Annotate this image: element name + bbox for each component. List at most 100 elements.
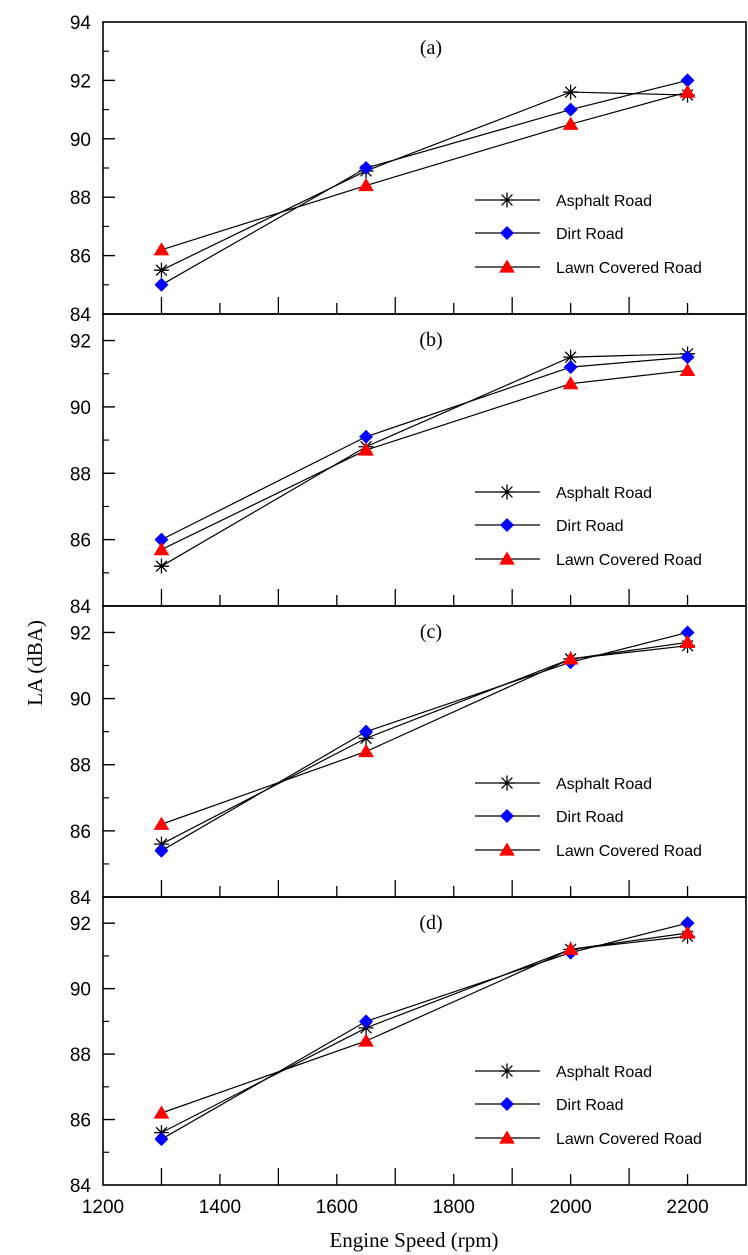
data-point-triangle [153,542,170,556]
y-tick-label: 84 [70,597,92,618]
panel-label: (a) [420,37,442,59]
y-tick-label: 84 [70,305,92,326]
y-tick-label: 84 [70,1176,92,1197]
data-point-diamond [680,625,695,640]
y-tick-label: 84 [70,888,92,909]
y-tick-label: 90 [70,980,91,1001]
panel-b: 84 86 88 90 92 (b) Asphalt Road Dirt Road Lawn C… [70,313,747,618]
data-point-diamond [154,1132,169,1147]
legend-label: Asphalt Road [556,776,652,793]
series-line-diamond [161,631,688,852]
x-axis-title: Engine Speed (rpm) [329,1228,498,1252]
data-point-diamond [359,161,374,175]
x-tick-label: 1400 [199,1197,241,1218]
data-point-diamond [680,350,695,365]
legend-label: Dirt Road [556,226,624,243]
y-tick-label: 92 [70,623,91,644]
x-tick-label: 1800 [433,1197,475,1218]
data-point-diamond [680,916,695,931]
y-tick-label: 88 [70,1045,91,1066]
y-tick-label: 88 [70,464,91,485]
legend-marker-star [499,192,515,208]
data-point-diamond [680,73,695,88]
y-tick-label: 92 [70,71,91,92]
data-point-diamond [359,429,374,444]
y-tick-label: 88 [70,188,91,209]
data-point-diamond [359,1014,374,1029]
data-point-triangle [679,84,696,98]
data-point-triangle [562,376,579,390]
series-line-diamond [161,356,688,541]
panel-label: (b) [419,329,442,351]
series-line-triangle [161,91,688,251]
legend-marker-triangle [499,259,515,273]
y-tick-label: 90 [70,690,91,711]
data-point-diamond [154,277,169,292]
x-tick-label: 1600 [316,1197,358,1218]
legend-label: Lawn Covered Road [556,843,702,860]
data-point-triangle [153,1105,170,1119]
panel-d: 84 86 88 90 92 1200 1400 1600 1800 2000 2200 (d) Asp… [70,896,747,1218]
data-point-triangle [358,442,374,456]
data-point-diamond [563,360,578,375]
y-tick-label: 86 [70,247,91,268]
legend-marker-diamond [500,809,514,823]
data-point-star [563,84,579,100]
x-tick-label: 1200 [82,1197,124,1218]
legend-marker-star [499,775,515,791]
legend-label: Lawn Covered Road [556,1131,702,1148]
data-point-diamond [359,724,374,739]
y-tick-label: 86 [70,822,91,843]
legend-marker-triangle [499,551,515,565]
y-tick-label: 88 [70,756,91,777]
legend-label: Asphalt Road [556,1064,652,1081]
y-tick-label: 90 [70,398,91,419]
legend-label: Asphalt Road [556,193,652,210]
series-line-diamond [161,79,688,286]
legend-label: Asphalt Road [556,485,652,502]
series-line-triangle [161,369,688,551]
plot-frame [102,896,747,1186]
series-line-diamond [161,922,688,1140]
y-tick-label: 94 [70,13,92,34]
data-point-triangle [358,1033,374,1047]
data-point-triangle [562,116,579,130]
legend-marker-diamond [500,226,514,240]
legend-marker-diamond [500,1097,514,1111]
data-point-triangle [153,816,170,830]
series-line-triangle [161,932,688,1114]
data-point-triangle [679,925,696,939]
legend-marker-star [499,1063,515,1079]
series-line-star [161,91,688,271]
panel-c: 84 86 88 90 92 (c) Asphalt Road Dirt Road Lawn C… [70,605,747,909]
legend-label: Lawn Covered Road [556,260,702,277]
data-point-star [153,262,169,278]
data-point-diamond [154,532,169,547]
legend-label: Dirt Road [556,1097,624,1114]
data-point-star [563,349,579,365]
legend-label: Lawn Covered Road [556,552,702,569]
data-point-triangle [153,242,170,256]
legend-label: Dirt Road [556,518,624,535]
data-point-diamond [154,843,169,858]
y-tick-label: 92 [70,332,91,353]
data-point-triangle [679,634,696,648]
data-point-star [153,558,169,574]
data-point-diamond [563,102,578,117]
series-line-triangle [161,641,688,825]
legend-marker-triangle [499,1130,515,1144]
legend-marker-triangle [499,842,515,856]
panel-label: (d) [419,912,442,934]
y-tick-label: 92 [70,914,91,935]
y-tick-label: 90 [70,130,91,151]
panel-a: 84 86 88 90 92 94 (a) Asphalt Road Dirt Road Lawn… [70,13,747,326]
data-point-triangle [358,178,374,192]
legend-marker-star [499,484,515,500]
data-point-triangle [679,362,696,377]
data-point-triangle [562,651,579,665]
legend-label: Dirt Road [556,809,624,826]
data-point-triangle [358,744,374,758]
x-tick-label: 2200 [666,1197,708,1218]
legend-marker-diamond [500,518,514,532]
